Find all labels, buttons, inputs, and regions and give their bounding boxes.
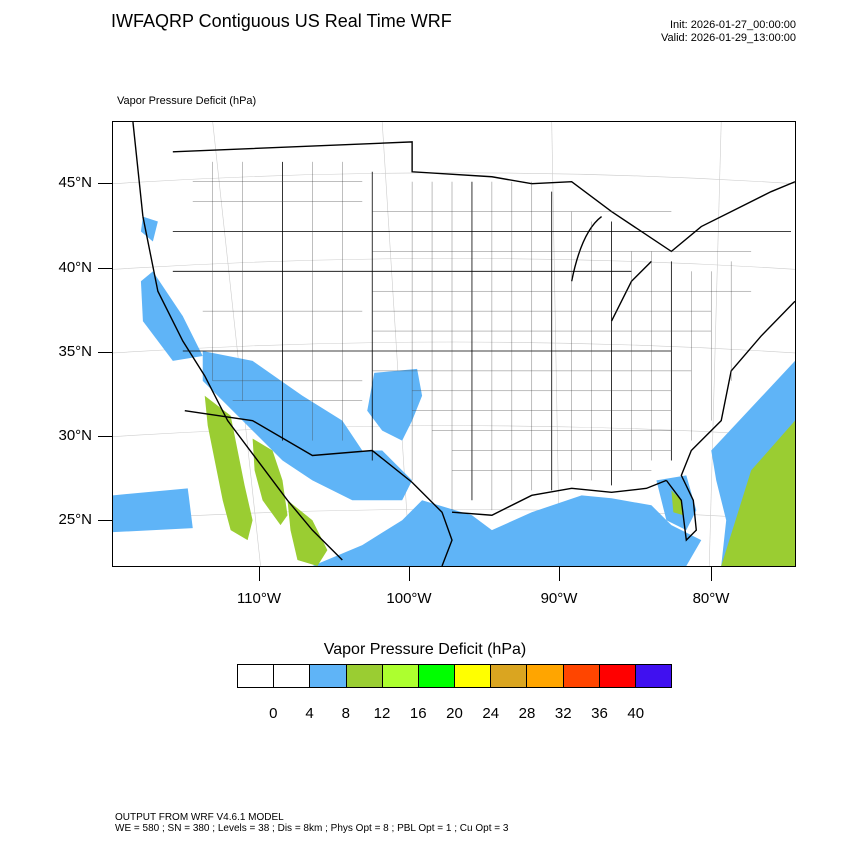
latitude-tick bbox=[98, 520, 112, 521]
colorbar-swatch bbox=[563, 665, 600, 687]
land-boundaries bbox=[132, 122, 795, 566]
longitude-tick bbox=[559, 567, 560, 581]
colorbar-swatch bbox=[455, 665, 492, 687]
longitude-label: 100°W bbox=[386, 590, 432, 607]
valid-time: Valid: 2026-01-29_13:00:00 bbox=[661, 32, 796, 44]
map-subtitle: Vapor Pressure Deficit (hPa) bbox=[117, 95, 257, 107]
latitude-tick bbox=[98, 183, 112, 184]
colorbar-label: 8 bbox=[341, 705, 350, 722]
latitude-tick bbox=[98, 352, 112, 353]
plot-title: IWFAQRP Contiguous US Real Time WRF bbox=[111, 11, 452, 31]
init-time: Init: 2026-01-27_00:00:00 bbox=[670, 19, 796, 31]
latitude-label: 35°N bbox=[58, 343, 92, 360]
longitude-label: 80°W bbox=[692, 590, 730, 607]
colorbar-label: 40 bbox=[627, 705, 645, 722]
model-info-line2: WE = 580 ; SN = 380 ; Levels = 38 ; Dis … bbox=[115, 823, 509, 834]
colorbar-swatch bbox=[346, 665, 383, 687]
colorbar-label: 12 bbox=[373, 705, 391, 722]
longitude-tick bbox=[259, 567, 260, 581]
map-canvas bbox=[113, 122, 795, 566]
colorbar-label: 4 bbox=[305, 705, 314, 722]
colorbar-swatch bbox=[310, 665, 347, 687]
latitude-label: 25°N bbox=[58, 511, 92, 528]
longitude-tick bbox=[711, 567, 712, 581]
county-lines bbox=[192, 161, 752, 511]
colorbar-swatch bbox=[238, 665, 275, 687]
longitude-label: 110°W bbox=[236, 590, 282, 607]
ocean-vpd-shading bbox=[113, 216, 795, 566]
colorbar-swatch bbox=[527, 665, 564, 687]
colorbar-swatch bbox=[274, 665, 311, 687]
model-info-line1: OUTPUT FROM WRF V4.6.1 MODEL bbox=[115, 812, 284, 823]
colorbar-label: 16 bbox=[409, 705, 427, 722]
colorbar-swatch bbox=[491, 665, 528, 687]
colorbar-label: 28 bbox=[518, 705, 536, 722]
medium-vpd-shading bbox=[204, 395, 795, 566]
colorbar-swatch bbox=[382, 665, 419, 687]
colorbar-title: Vapor Pressure Deficit (hPa) bbox=[323, 641, 527, 658]
latitude-tick bbox=[98, 268, 112, 269]
colorbar-label: 36 bbox=[591, 705, 608, 722]
latitude-label: 30°N bbox=[58, 427, 92, 444]
colorbar bbox=[237, 664, 672, 688]
map-panel bbox=[112, 121, 796, 567]
latitude-tick bbox=[98, 436, 112, 437]
latitude-label: 40°N bbox=[58, 259, 92, 276]
latitude-label: 45°N bbox=[58, 174, 92, 191]
longitude-label: 90°W bbox=[540, 590, 578, 607]
longitude-tick bbox=[409, 567, 410, 581]
colorbar-label: 32 bbox=[554, 705, 572, 722]
colorbar-label: 0 bbox=[269, 705, 278, 722]
colorbar-swatch bbox=[599, 665, 636, 687]
state-lines bbox=[172, 161, 792, 501]
colorbar-swatch bbox=[418, 665, 456, 687]
colorbar-swatch bbox=[635, 665, 672, 687]
colorbar-label: 24 bbox=[482, 705, 500, 722]
colorbar-label: 20 bbox=[446, 705, 463, 722]
